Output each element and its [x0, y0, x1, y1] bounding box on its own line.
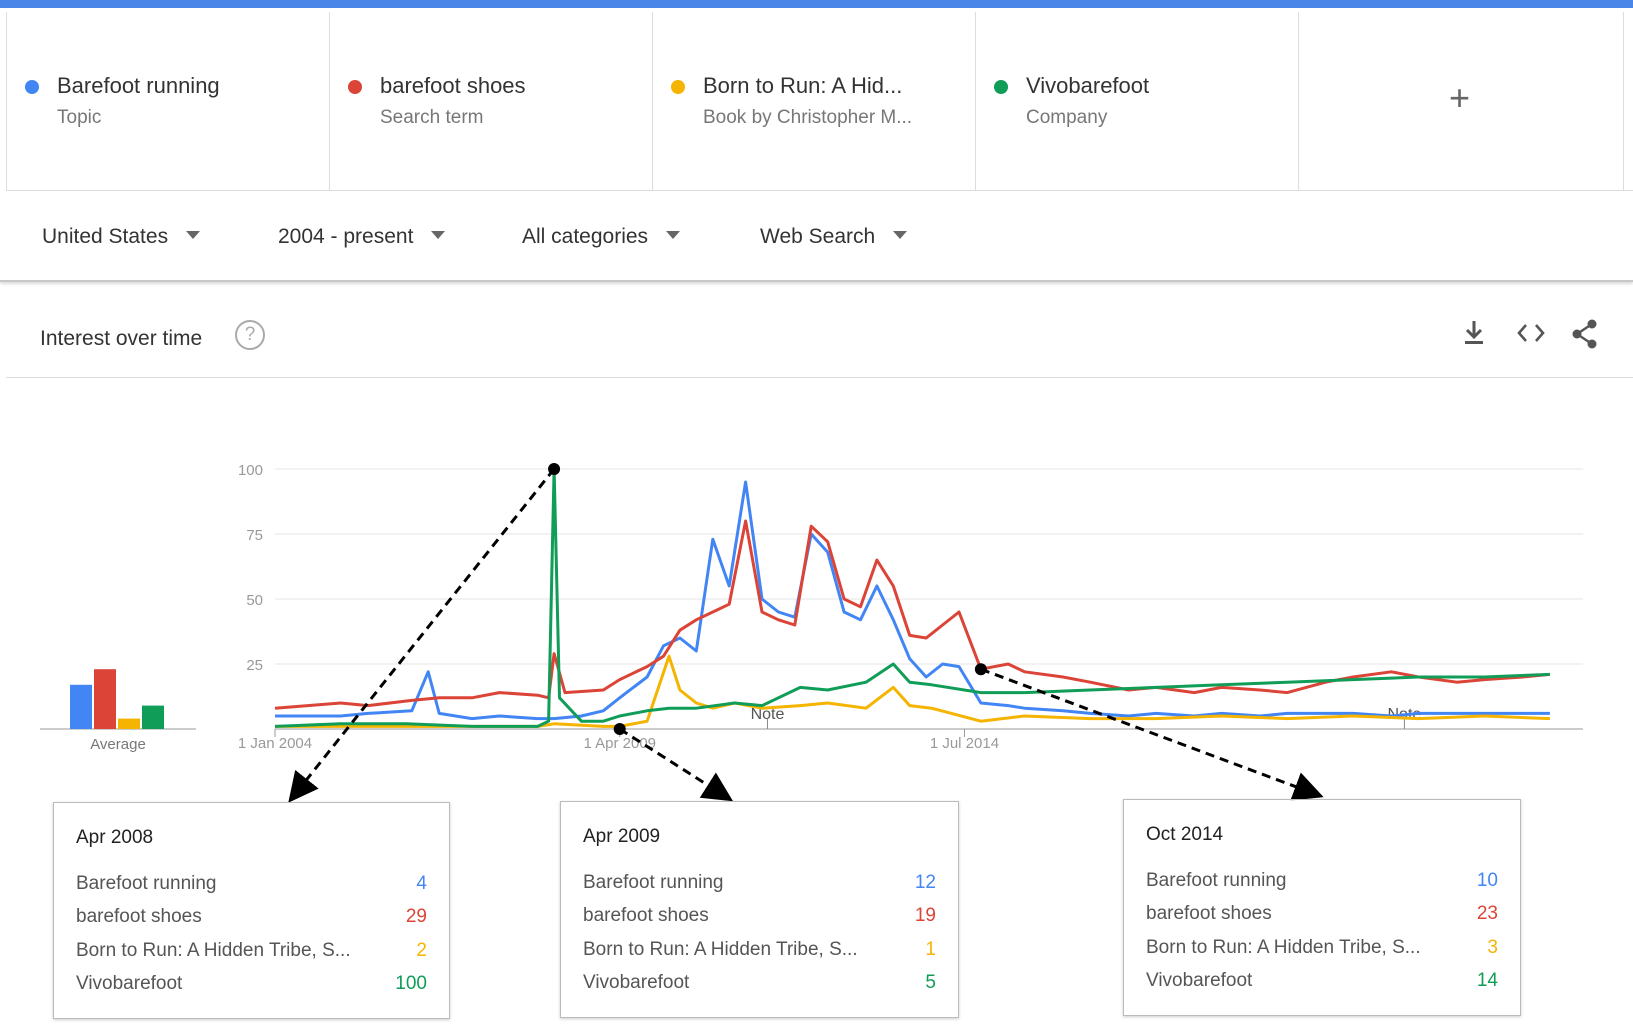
tooltip-row-label: Born to Run: A Hidden Tribe, S... — [76, 940, 351, 961]
share-icon[interactable] — [1571, 319, 1599, 356]
tooltip-row-value: 1 — [925, 939, 936, 960]
term-color-dot — [25, 80, 39, 94]
embed-icon[interactable] — [1516, 319, 1546, 354]
x-tick-label: 1 Jul 2014 — [930, 735, 999, 752]
note-label: Note — [751, 706, 785, 723]
top-accent-bar — [0, 0, 1633, 8]
term-type: Search term — [380, 107, 484, 128]
average-label: Average — [90, 736, 146, 753]
average-bar — [94, 669, 116, 729]
x-tick-label: 1 Apr 2009 — [583, 735, 656, 752]
category-dropdown[interactable]: All categories — [522, 225, 681, 249]
tooltip-row-value: 10 — [1476, 870, 1498, 891]
tooltip-row-label: Barefoot running — [76, 873, 217, 894]
tooltip-row-label: Barefoot running — [1146, 870, 1287, 891]
tooltip-row-label: Vivobarefoot — [583, 972, 690, 993]
tooltip-row-label: barefoot shoes — [76, 906, 202, 927]
term-card-2[interactable]: barefoot shoes Search term — [329, 12, 653, 190]
period-label: 2004 - present — [278, 225, 414, 248]
tooltip-title: Apr 2009 — [583, 826, 661, 847]
series-line — [275, 654, 1550, 728]
tooltip-apr-2008: Apr 2008 Barefoot running 4 barefoot sho… — [53, 802, 450, 1019]
term-color-dot — [348, 80, 362, 94]
average-bar — [118, 718, 140, 729]
caret-down-icon — [186, 231, 201, 240]
category-label: All categories — [522, 225, 649, 248]
series-line — [274, 519, 1551, 710]
term-name: Vivobarefoot — [1026, 73, 1150, 98]
tooltip-row-value: 3 — [1487, 937, 1498, 958]
tooltip-title: Apr 2008 — [76, 827, 154, 848]
tooltip-row-label: barefoot shoes — [583, 905, 709, 926]
caret-down-icon — [431, 231, 446, 240]
term-name: barefoot shoes — [380, 73, 526, 98]
term-color-dot — [994, 80, 1008, 94]
caret-down-icon — [893, 231, 908, 240]
tooltip-row-label: barefoot shoes — [1146, 903, 1272, 924]
tooltip-row-value: 14 — [1476, 970, 1498, 991]
term-color-dot — [671, 80, 685, 94]
average-bar — [70, 684, 92, 729]
annotation-arrow — [288, 468, 556, 803]
y-tick-label: 100 — [238, 462, 263, 479]
tooltip-row-value: 19 — [914, 905, 936, 926]
region-dropdown[interactable]: United States — [42, 225, 201, 249]
tooltip-row-value: 5 — [925, 972, 936, 993]
search-type-dropdown[interactable]: Web Search — [760, 225, 908, 249]
tooltip-apr-2009: Apr 2009 Barefoot running 12 barefoot sh… — [560, 801, 959, 1018]
term-card-1[interactable]: Barefoot running Topic — [6, 12, 330, 190]
x-tick-label: 1 Jan 2004 — [238, 735, 312, 752]
tooltip-row-label: Vivobarefoot — [1146, 970, 1253, 991]
tooltip-row-label: Barefoot running — [583, 872, 724, 893]
term-type: Topic — [57, 107, 102, 128]
tooltip-title: Oct 2014 — [1146, 824, 1224, 845]
y-tick-label: 75 — [246, 527, 263, 544]
help-icon[interactable]: ? — [235, 320, 265, 350]
search-type-label: Web Search — [760, 225, 876, 248]
card-header: Interest over time ? — [6, 297, 1633, 378]
region-label: United States — [42, 225, 169, 248]
y-tick-label: 25 — [246, 657, 263, 674]
caret-down-icon — [666, 231, 681, 240]
series-line — [274, 467, 1550, 728]
average-bar — [142, 705, 164, 729]
download-icon[interactable] — [1461, 319, 1487, 354]
plus-icon: + — [1449, 77, 1471, 118]
filter-bar: United States 2004 - present All categor… — [0, 190, 1633, 282]
card-title: Interest over time — [40, 327, 203, 350]
tooltip-row-label: Born to Run: A Hidden Tribe, S... — [583, 939, 858, 960]
tooltip-row-value: 23 — [1476, 903, 1498, 924]
series-line — [275, 480, 1550, 721]
y-tick-label: 50 — [246, 592, 263, 609]
term-name: Barefoot running — [57, 73, 220, 98]
tooltip-row-value: 4 — [416, 873, 427, 894]
tooltip-row-value: 12 — [914, 872, 936, 893]
term-type: Book by Christopher M... — [703, 107, 913, 128]
term-name: Born to Run: A Hid... — [703, 73, 903, 98]
tooltip-row-label: Born to Run: A Hidden Tribe, S... — [1146, 937, 1421, 958]
term-type: Company — [1026, 107, 1108, 128]
tooltip-oct-2014: Oct 2014 Barefoot running 10 barefoot sh… — [1123, 799, 1521, 1016]
tooltip-row-value: 100 — [395, 973, 427, 994]
period-dropdown[interactable]: 2004 - present — [278, 225, 446, 249]
tooltip-row-value: 29 — [405, 906, 427, 927]
tooltip-row-value: 2 — [416, 940, 427, 961]
tooltip-row-label: Vivobarefoot — [76, 973, 183, 994]
annotation-arrow — [618, 727, 734, 802]
add-comparison-button[interactable]: + — [1298, 12, 1624, 190]
comparison-terms: Barefoot running Topic barefoot shoes Se… — [6, 12, 1633, 191]
